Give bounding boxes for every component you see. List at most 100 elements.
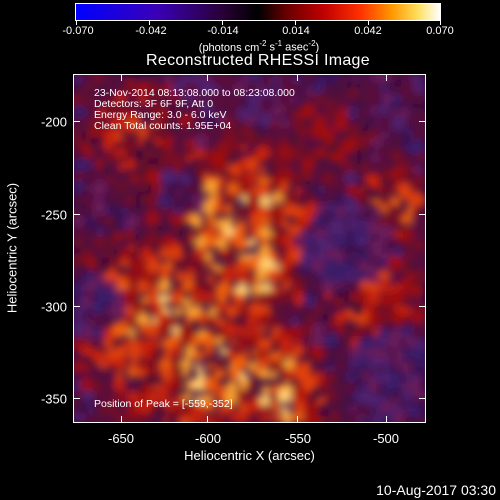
image-texture-blob	[312, 80, 327, 95]
image-texture-blob	[413, 388, 425, 402]
image-texture-blob	[324, 258, 338, 272]
image-texture-blob	[258, 98, 267, 107]
image-texture-blob	[95, 226, 105, 236]
image-texture-blob	[390, 75, 400, 81]
image-texture-blob	[179, 416, 193, 422]
image-texture-blob	[370, 209, 380, 218]
image-texture-blob	[159, 93, 172, 106]
image-texture-blob	[379, 258, 389, 268]
image-texture-blob	[136, 312, 151, 327]
image-texture-blob	[323, 348, 335, 359]
image-texture-blob	[325, 97, 337, 109]
image-texture-blob	[111, 322, 128, 339]
colorbar-tick	[76, 20, 77, 25]
image-texture-blob	[367, 270, 380, 283]
image-texture-blob	[334, 392, 346, 404]
image-texture-blob	[359, 405, 371, 417]
image-texture-blob	[310, 334, 326, 350]
image-texture-blob	[102, 414, 116, 422]
image-texture-blob	[390, 93, 403, 106]
image-texture-blob	[115, 106, 129, 119]
image-texture-blob	[235, 95, 245, 105]
image-texture-blob	[317, 382, 327, 392]
image-texture-blob	[204, 251, 214, 261]
image-texture-blob	[379, 239, 388, 248]
image-texture-blob	[355, 391, 369, 405]
image-texture-blob	[267, 268, 282, 283]
image-texture-blob	[291, 347, 303, 359]
image-texture-blob	[246, 115, 258, 127]
image-texture-blob	[203, 400, 216, 413]
image-texture-blob	[126, 159, 138, 171]
image-texture-blob	[159, 160, 170, 171]
image-texture-blob	[115, 115, 131, 132]
image-texture-blob	[115, 170, 127, 183]
image-texture-blob	[205, 215, 217, 227]
image-texture-blob	[157, 322, 171, 336]
image-texture-blob	[390, 196, 402, 207]
image-texture-blob	[334, 170, 347, 184]
image-texture-blob	[257, 357, 270, 370]
y-tick-label: -250	[40, 207, 67, 223]
image-texture-blob	[302, 135, 317, 150]
image-texture-blob	[74, 226, 88, 241]
image-texture-blob	[115, 149, 126, 160]
image-texture-blob	[302, 75, 315, 83]
x-tick-label: -500	[372, 431, 400, 446]
image-texture-blob	[184, 238, 194, 248]
image-texture-blob	[401, 389, 414, 403]
image-texture-blob	[367, 356, 381, 371]
clean-counts-text: Clean Total counts: 1.95E+04	[94, 120, 232, 132]
image-texture-blob	[84, 117, 94, 126]
image-texture-blob	[108, 259, 119, 269]
image-texture-blob	[359, 251, 369, 261]
image-texture-blob	[90, 300, 106, 316]
image-texture-blob	[126, 367, 138, 379]
image-texture-blob	[321, 279, 336, 295]
image-texture-blob	[290, 146, 305, 161]
colorbar-tick	[440, 20, 441, 25]
image-texture-blob	[258, 325, 268, 334]
image-texture-blob	[170, 213, 185, 227]
image-texture-blob	[170, 359, 181, 370]
image-texture-blob	[402, 349, 414, 360]
image-texture-blob	[136, 102, 152, 119]
image-texture-blob	[234, 258, 250, 274]
image-texture-blob	[139, 248, 154, 263]
image-texture-blob	[334, 267, 350, 283]
timestamp: 10-Aug-2017 03:30	[376, 482, 496, 498]
image-texture-blob	[218, 249, 228, 259]
image-texture-blob	[333, 358, 348, 373]
image-texture-blob	[203, 159, 213, 169]
image-texture-blob	[126, 127, 135, 136]
image-texture-blob	[345, 371, 358, 384]
x-tick	[207, 416, 208, 423]
image-texture-blob	[102, 338, 114, 350]
image-texture-blob	[126, 94, 137, 105]
image-texture-blob	[148, 368, 157, 378]
image-texture-blob	[328, 403, 339, 415]
image-texture-blob	[380, 130, 391, 141]
image-texture-blob	[173, 306, 183, 317]
image-texture-blob	[189, 214, 203, 228]
image-texture-blob	[250, 185, 263, 198]
image-texture-blob	[313, 94, 326, 106]
image-texture-blob	[107, 226, 116, 236]
image-texture-blob	[403, 335, 417, 348]
image-texture-blob	[81, 295, 94, 308]
image-texture-blob	[215, 302, 227, 314]
image-texture-blob	[393, 379, 404, 391]
image-texture-blob	[294, 186, 304, 196]
y-tick	[419, 306, 426, 307]
image-texture-blob	[346, 184, 358, 197]
image-texture-blob	[251, 369, 261, 378]
image-texture-blob	[414, 416, 425, 422]
image-texture-blob	[338, 75, 349, 85]
image-texture-blob	[348, 125, 361, 138]
image-texture-blob	[92, 326, 108, 341]
image-texture-blob	[233, 82, 247, 96]
image-texture-blob	[291, 260, 301, 270]
image-texture-blob	[173, 205, 184, 216]
image-texture-blob	[218, 347, 228, 356]
image-texture-blob	[152, 382, 161, 391]
